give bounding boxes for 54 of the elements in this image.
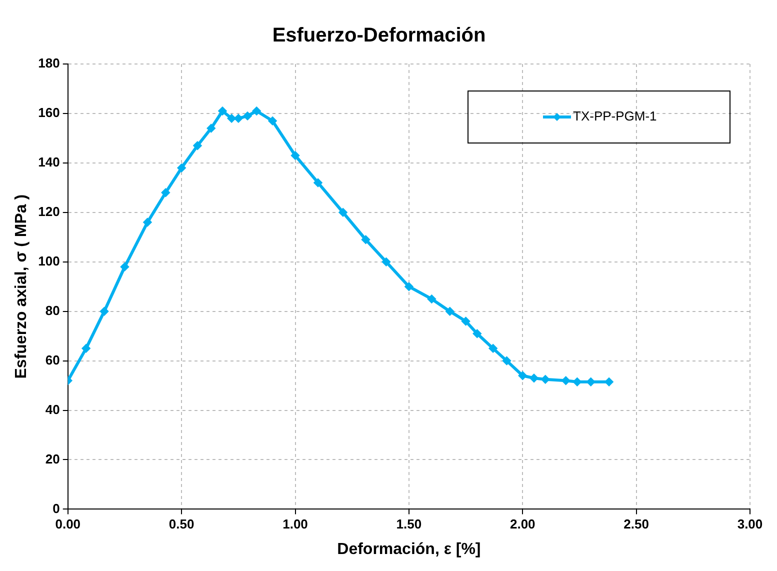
x-tick-label: 0.00 — [55, 516, 81, 532]
point — [120, 262, 129, 271]
point — [573, 378, 582, 386]
point — [462, 317, 470, 326]
y-tick-label: 160 — [38, 105, 60, 120]
legend-label: TX-PP-PGM-1 — [573, 108, 657, 124]
point — [605, 378, 614, 386]
point — [100, 307, 108, 316]
point — [473, 330, 482, 338]
point — [207, 124, 216, 132]
point — [268, 116, 277, 125]
x-tick-label: 2.00 — [510, 516, 536, 532]
y-tick-label: 180 — [38, 56, 60, 71]
x-tick-label: 2.50 — [624, 516, 649, 532]
x-tick-label: 1.00 — [282, 516, 308, 532]
point — [489, 344, 498, 352]
point — [82, 344, 90, 352]
y-tick-label: 100 — [38, 253, 60, 268]
point — [530, 374, 538, 382]
y-tick-label: 80 — [45, 302, 60, 318]
point — [541, 375, 550, 384]
point — [518, 372, 527, 380]
point — [382, 258, 390, 266]
point — [586, 378, 595, 386]
y-tick-label: 40 — [45, 402, 60, 417]
y-tick-label: 120 — [38, 204, 60, 219]
x-tick-label: 3.00 — [737, 516, 763, 532]
x-tick-label: 0.50 — [168, 516, 194, 532]
x-tick-label: 1.50 — [396, 516, 422, 532]
x-axis-title: Deformación, ε [%] — [337, 540, 481, 558]
y-tick-label: 60 — [45, 352, 60, 368]
point — [502, 356, 511, 365]
point — [178, 164, 186, 172]
point — [218, 106, 226, 115]
y-axis-title: Esfuerzo axial, σ ( MPa ) — [13, 194, 30, 379]
point — [143, 218, 152, 226]
y-tick-label: 0 — [52, 500, 60, 516]
point — [252, 106, 261, 115]
point — [446, 307, 454, 316]
y-tick-label: 140 — [38, 154, 60, 170]
point — [314, 178, 322, 187]
point — [162, 188, 170, 197]
point — [339, 208, 348, 216]
point — [244, 112, 252, 120]
point — [428, 294, 436, 303]
point — [404, 282, 413, 291]
point — [562, 376, 570, 385]
point — [234, 114, 242, 122]
point — [193, 142, 202, 150]
y-tick-label: 20 — [45, 451, 60, 466]
point — [228, 114, 236, 122]
point — [291, 152, 300, 160]
chart-title: Esfuerzo-Deformación — [272, 24, 486, 47]
point — [362, 236, 370, 244]
